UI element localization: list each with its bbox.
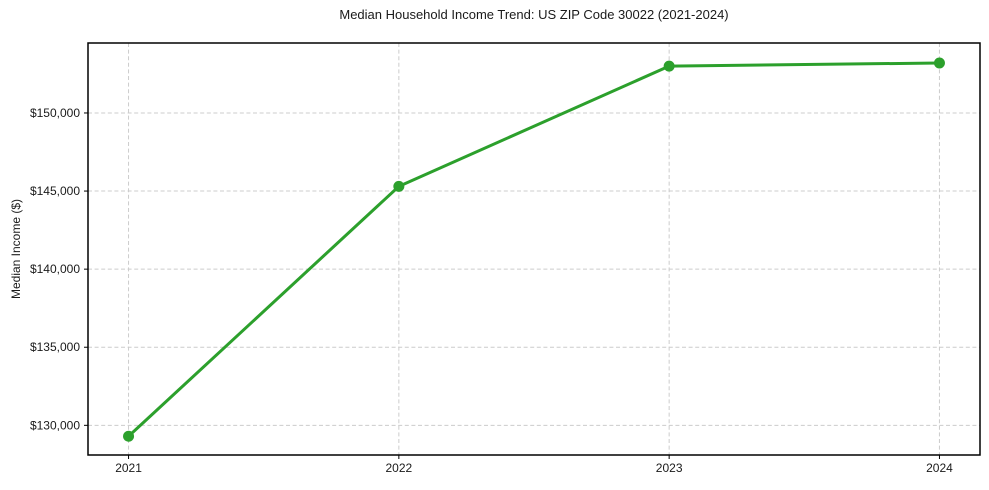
x-tick-label: 2022: [385, 461, 412, 475]
x-tick-label: 2021: [115, 461, 142, 475]
x-tick-label: 2024: [926, 461, 953, 475]
x-tick-label: 2023: [656, 461, 683, 475]
y-tick-label: $130,000: [30, 418, 80, 432]
data-point-2023: [663, 60, 675, 72]
y-tick-label: $150,000: [30, 106, 80, 120]
plot-background: [88, 43, 980, 455]
y-tick-label: $145,000: [30, 184, 80, 198]
data-point-2024: [933, 57, 945, 69]
y-tick-label: $140,000: [30, 262, 80, 276]
data-point-2021: [123, 430, 135, 442]
data-point-2022: [393, 180, 405, 192]
plot-border: [87, 42, 981, 456]
chart-title: Median Household Income Trend: US ZIP Co…: [339, 7, 729, 22]
y-tick-label: $135,000: [30, 340, 80, 354]
trend-line: [127, 61, 941, 438]
